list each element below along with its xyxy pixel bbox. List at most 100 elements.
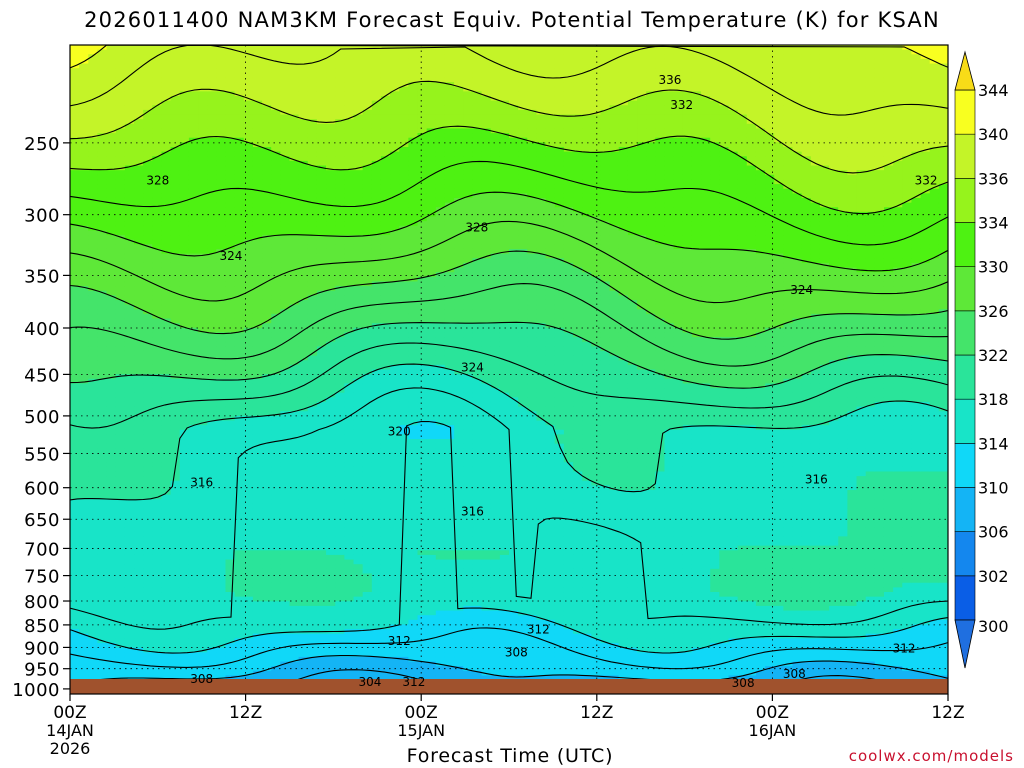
contour-band-cell	[97, 82, 108, 88]
contour-band-cell	[316, 452, 327, 459]
contour-band-cell	[106, 174, 117, 181]
contour-band-cell	[115, 216, 126, 222]
contour-band-cell	[134, 652, 144, 658]
contour-band-cell	[225, 119, 236, 125]
contour-band-cell	[152, 197, 163, 204]
contour-band-cell	[234, 290, 245, 296]
contour-band-cell	[188, 49, 199, 55]
contour-band-cell	[124, 211, 135, 218]
contour-band-cell	[179, 415, 190, 422]
contour-band-cell	[362, 323, 373, 329]
contour-band-cell	[298, 350, 309, 357]
contour-band-cell	[234, 401, 245, 408]
contour-band-cell	[371, 156, 382, 162]
contour-band-cell	[262, 211, 272, 218]
contour-band-cell	[216, 165, 227, 171]
contour-band-cell	[353, 133, 364, 139]
contour-band-cell	[97, 207, 108, 213]
contour-band-cell	[225, 425, 236, 431]
contour-band-cell	[280, 619, 291, 626]
contour-band-cell	[289, 239, 300, 245]
contour-band-cell	[252, 360, 263, 366]
contour-band-cell	[134, 582, 144, 588]
contour-band-cell	[115, 564, 126, 570]
contour-band-cell	[207, 202, 217, 208]
contour-band-cell	[179, 142, 190, 148]
contour-band-cell	[207, 151, 217, 157]
contour-band-cell	[88, 202, 99, 208]
contour-band-cell	[353, 499, 364, 505]
contour-band-cell	[79, 573, 89, 579]
contour-band-cell	[216, 425, 227, 431]
contour-band-cell	[362, 54, 373, 60]
contour-band-cell	[371, 337, 382, 343]
contour-band-cell	[289, 494, 300, 500]
contour-band-cell	[152, 471, 163, 477]
contour-band-cell	[70, 299, 80, 306]
contour-band-cell	[316, 420, 327, 426]
contour-band-cell	[234, 174, 245, 181]
contour-band-cell	[152, 193, 163, 199]
contour-band-cell	[234, 197, 245, 204]
contour-band-cell	[188, 114, 199, 120]
contour-band-cell	[307, 258, 318, 264]
contour-band-cell	[79, 281, 89, 287]
contour-band-cell	[161, 425, 172, 431]
contour-band-cell	[298, 531, 309, 537]
contour-band-cell	[271, 151, 281, 157]
contour-band-cell	[262, 619, 272, 626]
contour-band-cell	[316, 425, 327, 431]
contour-band-cell	[161, 332, 172, 338]
contour-band-cell	[390, 411, 400, 417]
contour-band-cell	[161, 170, 172, 176]
contour-band-cell	[252, 564, 263, 570]
contour-band-cell	[335, 63, 345, 69]
contour-band-cell	[143, 341, 153, 347]
contour-band-cell	[390, 448, 400, 454]
contour-band-cell	[362, 58, 373, 65]
contour-band-cell	[207, 105, 217, 111]
contour-band-cell	[298, 494, 309, 500]
contour-band-cell	[207, 337, 217, 343]
contour-band-cell	[152, 323, 163, 329]
contour-band-cell	[344, 248, 355, 255]
contour-band-cell	[207, 267, 217, 273]
contour-band-cell	[390, 401, 400, 408]
contour-band-cell	[252, 466, 263, 473]
contour-band-cell	[252, 411, 263, 417]
contour-band-cell	[316, 480, 327, 486]
contour-band-cell	[262, 72, 272, 79]
contour-band-cell	[188, 527, 199, 533]
contour-band-cell	[97, 309, 108, 315]
contour-band-cell	[188, 452, 199, 459]
contour-band-cell	[316, 244, 327, 250]
contour-band-cell	[335, 165, 345, 171]
contour-band-cell	[188, 415, 199, 422]
contour-band-cell	[216, 109, 227, 116]
contour-band-cell	[371, 313, 382, 320]
contour-band-cell	[79, 267, 89, 273]
contour-band-cell	[198, 559, 208, 565]
contour-band-cell	[225, 360, 236, 366]
contour-band-cell	[152, 239, 163, 245]
contour-band-cell	[280, 165, 291, 171]
contour-band-cell	[225, 68, 236, 74]
contour-band-cell	[271, 133, 281, 139]
contour-band-cell	[243, 63, 254, 69]
contour-band-cell	[307, 517, 318, 524]
contour-band-cell	[252, 313, 263, 320]
contour-band-cell	[280, 337, 291, 343]
contour-band-cell	[390, 466, 400, 473]
contour-band-cell	[362, 355, 373, 361]
contour-band-cell	[335, 670, 345, 677]
contour-band-cell	[216, 666, 227, 672]
contour-band-cell	[280, 114, 291, 120]
contour-band-cell	[362, 587, 373, 593]
contour-band-cell	[307, 197, 318, 204]
contour-band-cell	[344, 170, 355, 176]
contour-band-cell	[344, 235, 355, 241]
contour-band-cell	[344, 490, 355, 496]
contour-band-cell	[234, 346, 245, 352]
contour-band-cell	[88, 605, 99, 612]
contour-band-cell	[353, 313, 364, 320]
